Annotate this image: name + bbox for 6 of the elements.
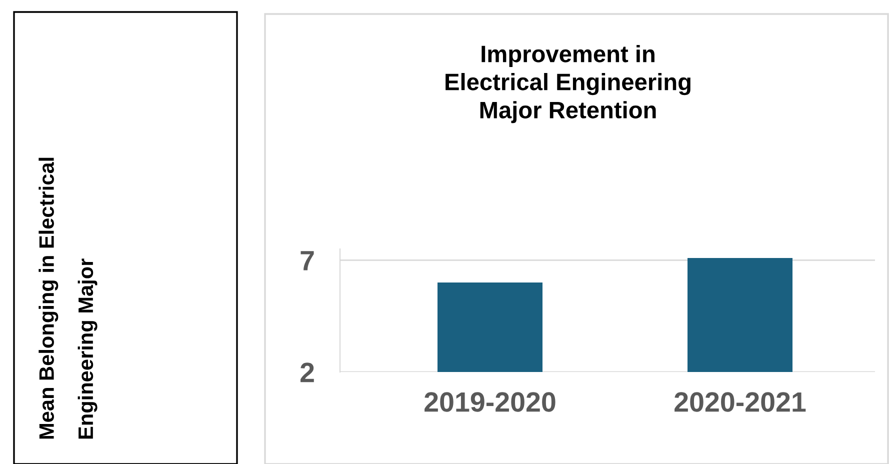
- chart-title: Improvement in Electrical Engineering Major Retention: [446, 45, 690, 124]
- text: Mean Belonging in Electrical Engineering Major: [38, 158, 98, 439]
- x-tick-label: 2019-2020: [424, 392, 556, 412]
- y-tick-label: 2: [300, 362, 314, 382]
- y-tick-label: 7: [300, 251, 314, 270]
- x-tick-label: 2020-2021: [674, 392, 806, 412]
